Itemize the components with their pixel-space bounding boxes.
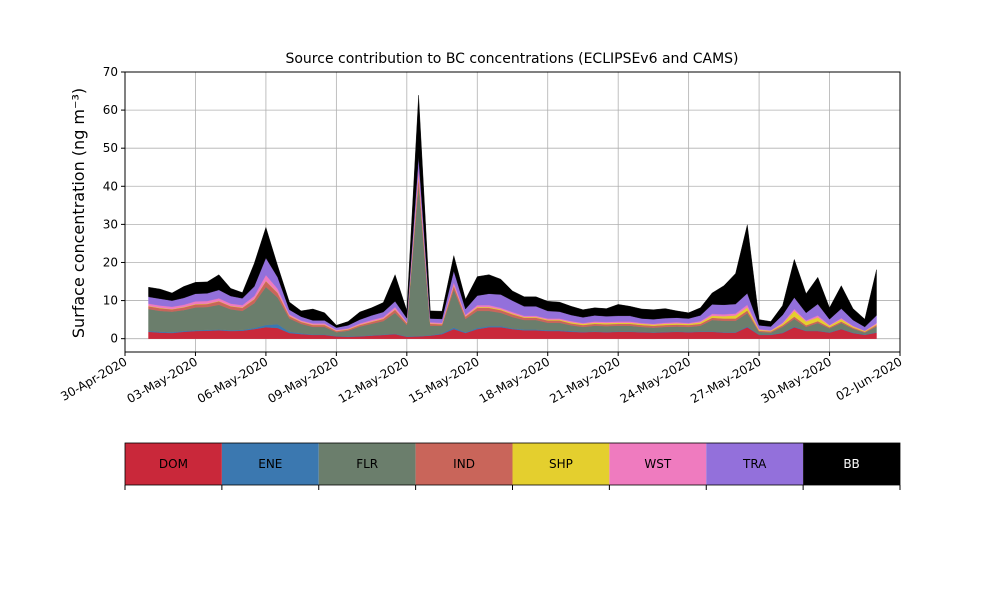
x-tick-label: 18-May-2020	[477, 354, 552, 406]
legend-swatch-wst	[609, 443, 707, 485]
legend-swatch-shp	[512, 443, 610, 485]
legend-label-ind: IND	[453, 457, 475, 471]
chart-title: Source contribution to BC concentrations…	[285, 51, 738, 67]
y-axis-label: Surface concentration (ng m⁻³)	[69, 88, 88, 338]
y-tick-label: 30	[103, 217, 118, 231]
legend-label-bb: BB	[843, 457, 859, 471]
legend-label-wst: WST	[644, 457, 671, 471]
x-tick-label: 06-May-2020	[195, 354, 270, 406]
x-tick-label: 30-Apr-2020	[58, 354, 129, 403]
area-bb	[148, 95, 877, 328]
legend-swatch-bb	[803, 443, 900, 485]
legend-swatch-ind	[415, 443, 513, 485]
x-tick-label: 03-May-2020	[124, 354, 199, 406]
legend-swatch-dom	[125, 443, 222, 485]
x-tick-label: 30-May-2020	[759, 354, 834, 406]
x-tick-label: 09-May-2020	[265, 354, 340, 406]
y-tick-label: 50	[103, 141, 118, 155]
legend-label-tra: TRA	[742, 457, 767, 471]
x-axis-ticks: 30-Apr-202003-May-202006-May-202009-May-…	[58, 352, 905, 406]
x-tick-label: 27-May-2020	[688, 354, 763, 406]
x-tick-label: 12-May-2020	[336, 354, 411, 406]
stacked-areas	[148, 95, 877, 339]
x-tick-label: 21-May-2020	[547, 354, 622, 406]
legend-label-dom: DOM	[159, 457, 188, 471]
legend-swatch-ene	[221, 443, 319, 485]
y-tick-label: 0	[110, 332, 118, 346]
x-tick-label: 02-Jun-2020	[834, 354, 905, 403]
x-tick-label: 24-May-2020	[618, 354, 693, 406]
legend-label-flr: FLR	[356, 457, 378, 471]
legend: DOM ENE FLR IND SHP WST TRA BB	[124, 442, 901, 490]
legend-label-ene: ENE	[258, 457, 282, 471]
y-tick-label: 10	[103, 294, 118, 308]
plot-frame	[124, 71, 901, 353]
legend-swatch-flr	[318, 443, 416, 485]
legend-label-shp: SHP	[549, 457, 573, 471]
y-tick-label: 60	[103, 103, 118, 117]
y-axis-ticks: 0 10 20 30 40 50 60 70	[103, 65, 125, 346]
y-tick-label: 70	[103, 65, 118, 79]
y-tick-label: 20	[103, 255, 118, 269]
legend-swatch-tra	[706, 443, 804, 485]
x-tick-label: 15-May-2020	[406, 354, 481, 406]
y-tick-label: 40	[103, 179, 118, 193]
